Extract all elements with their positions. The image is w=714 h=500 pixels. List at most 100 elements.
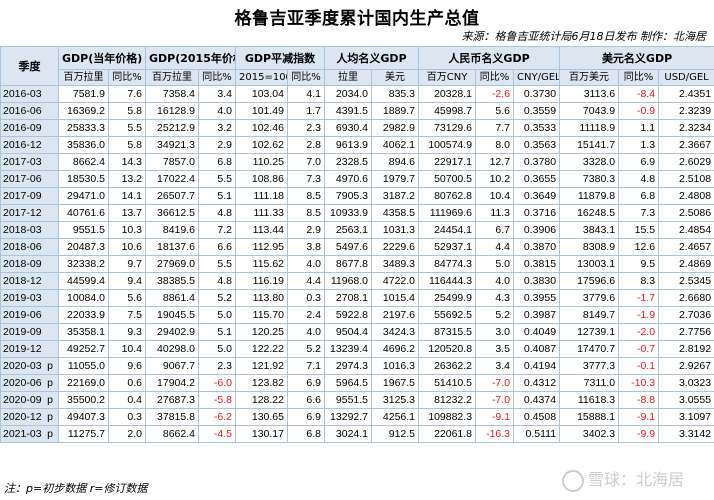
value-cell: 0.4 — [108, 391, 146, 409]
table-row: 2018-06 20487.3 10.6 18137.6 6.6 112.95 3.8 549… — [0, 238, 714, 256]
season-cell: 2017-09 — [0, 187, 59, 205]
value-cell: 4696.2 — [371, 340, 420, 358]
value-cell: 4.4 — [286, 272, 326, 290]
value-cell: -6.2 — [198, 408, 236, 426]
value-cell: 6.8 — [618, 187, 660, 205]
season-cell: 2018-03 — [0, 221, 59, 239]
season-cell: 2017-03 — [0, 153, 59, 171]
value-cell: 27969.0 — [145, 255, 199, 273]
subheader-cell: 拉里 — [324, 69, 373, 86]
value-cell: 3.1097 — [658, 408, 714, 426]
value-cell: 25499.9 — [418, 289, 477, 307]
season-cell: 2017-12 — [0, 204, 59, 222]
value-cell: 0.6 — [108, 374, 146, 392]
value-cell: 3424.3 — [371, 323, 420, 341]
value-cell: 8861.4 — [145, 289, 199, 307]
value-cell: 11879.8 — [559, 187, 620, 205]
value-cell: 9613.9 — [324, 136, 373, 154]
value-cell: 4062.1 — [371, 136, 420, 154]
value-cell: 1979.7 — [371, 170, 420, 188]
season-cell: 2019-12 — [0, 340, 59, 358]
season-cell: 2016-06 — [0, 102, 59, 120]
value-cell: 7905.3 — [324, 187, 373, 205]
value-cell: 7.2 — [198, 221, 236, 239]
season-flag: p — [47, 427, 53, 440]
value-cell: 1031.3 — [371, 221, 420, 239]
value-cell: 12.7 — [475, 153, 515, 171]
table-row: 2019-12 49252.7 10.4 40298.0 5.0 122.22 5.2 132… — [0, 340, 714, 358]
value-cell: 4722.0 — [371, 272, 420, 290]
value-cell: 2.5345 — [658, 272, 714, 290]
value-cell: 35836.0 — [58, 136, 109, 154]
value-cell: 3.4 — [198, 85, 236, 103]
value-cell: -8.8 — [618, 391, 660, 409]
value-cell: 8.3 — [618, 272, 660, 290]
value-cell: 4.8 — [618, 170, 660, 188]
value-cell: 1.3 — [618, 136, 660, 154]
value-cell: 0.3563 — [513, 136, 561, 154]
value-cell: 9551.5 — [58, 221, 109, 239]
value-cell: 7.5 — [108, 306, 146, 324]
value-cell: 9.7 — [108, 255, 146, 273]
value-cell: 7380.3 — [559, 170, 620, 188]
season-label: 2020-06 — [3, 376, 42, 389]
value-cell: 10.2 — [475, 170, 515, 188]
season-label: 2018-09 — [3, 257, 42, 270]
value-cell: 5.6 — [108, 289, 146, 307]
value-cell: 2.3239 — [658, 102, 714, 120]
value-cell: 0.3716 — [513, 204, 561, 222]
value-cell: 26362.2 — [418, 357, 477, 375]
season-label: 2019-03 — [3, 291, 42, 304]
value-cell: 3489.3 — [371, 255, 420, 273]
value-cell: 4391.5 — [324, 102, 373, 120]
value-cell: 111.18 — [235, 187, 288, 205]
value-cell: 40761.6 — [58, 204, 109, 222]
header-per-capita: 人均名义GDP — [324, 46, 420, 70]
value-cell: 12.6 — [618, 238, 660, 256]
value-cell: 9067.7 — [145, 357, 199, 375]
subheader-cell: 2015=100 — [235, 69, 288, 86]
value-cell: 1889.7 — [371, 102, 420, 120]
season-label: 2019-06 — [3, 308, 42, 321]
value-cell: 2.8 — [286, 136, 326, 154]
value-cell: 26507.7 — [145, 187, 199, 205]
value-cell: 7358.4 — [145, 85, 199, 103]
season-label: 2019-09 — [3, 325, 42, 338]
season-label: 2020-12 — [3, 410, 42, 423]
value-cell: 10.6 — [108, 238, 146, 256]
value-cell: 115.70 — [235, 306, 288, 324]
value-cell: 50700.5 — [418, 170, 477, 188]
value-cell: 13.2 — [108, 170, 146, 188]
value-cell: 101.49 — [235, 102, 288, 120]
value-cell: 115.62 — [235, 255, 288, 273]
value-cell: -1.9 — [618, 306, 660, 324]
value-cell: 17022.4 — [145, 170, 199, 188]
value-cell: 8677.8 — [324, 255, 373, 273]
value-cell: 9504.4 — [324, 323, 373, 341]
value-cell: 29471.0 — [58, 187, 109, 205]
value-cell: 5.5 — [198, 255, 236, 273]
value-cell: -2.0 — [618, 323, 660, 341]
value-cell: 2.0 — [108, 425, 146, 443]
value-cell: 0.3649 — [513, 187, 561, 205]
value-cell: 81232.2 — [418, 391, 477, 409]
value-cell: 4256.1 — [371, 408, 420, 426]
value-cell: 5.2 — [286, 340, 326, 358]
value-cell: 4970.6 — [324, 170, 373, 188]
value-cell: 1.7 — [286, 102, 326, 120]
value-cell: 2563.1 — [324, 221, 373, 239]
value-cell: 12739.1 — [559, 323, 620, 341]
value-cell: 38385.5 — [145, 272, 199, 290]
value-cell: 9.5 — [618, 255, 660, 273]
value-cell: 5.6 — [475, 102, 515, 120]
value-cell: 8.5 — [286, 204, 326, 222]
value-cell: 2.3234 — [658, 119, 714, 137]
value-cell: 44599.4 — [58, 272, 109, 290]
table-row: 2020-03 p 11055.0 9.6 9067.7 2.3 121.92 7.1 2974… — [0, 357, 714, 375]
value-cell: 16128.9 — [145, 102, 199, 120]
value-cell: 6.6 — [198, 238, 236, 256]
subheader-cell: 同比% — [286, 69, 326, 86]
value-cell: 3187.2 — [371, 187, 420, 205]
value-cell: 2197.6 — [371, 306, 420, 324]
value-cell: 10.4 — [108, 340, 146, 358]
